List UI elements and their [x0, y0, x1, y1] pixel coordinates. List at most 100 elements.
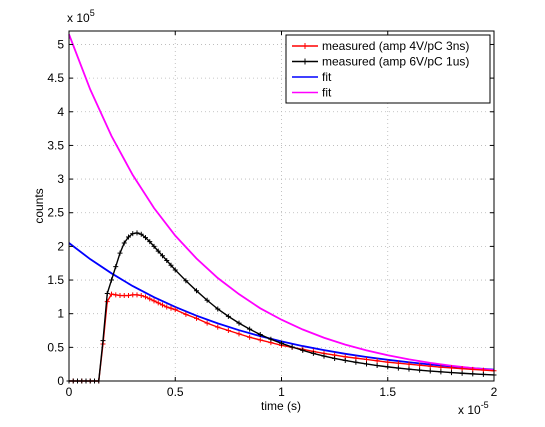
data-point: [310, 350, 316, 356]
data-point: [406, 366, 412, 372]
legend-marker: [302, 43, 308, 49]
data-point: [183, 311, 189, 317]
data-point: [117, 293, 123, 299]
ticks: [68, 31, 495, 382]
data-point: [247, 334, 253, 340]
data-point: [160, 302, 165, 308]
x-axis-label: time (s): [261, 399, 301, 413]
data-point: [353, 355, 359, 361]
x-exponent-label: x 10-5: [458, 400, 489, 417]
data-point: [342, 357, 348, 363]
data-point: [113, 264, 119, 270]
data-point: [155, 248, 161, 254]
legend-box: [285, 34, 491, 104]
data-point: [395, 360, 401, 366]
data-point: [225, 313, 231, 319]
data-point: [470, 366, 476, 372]
series-3: [68, 34, 495, 372]
data-point: [300, 347, 306, 353]
y-tick-label: 0.5: [47, 340, 64, 354]
data-point: [364, 361, 369, 367]
data-point: [138, 293, 144, 299]
data-point: [130, 292, 136, 298]
data-point: [470, 371, 476, 377]
data-point: [225, 328, 231, 334]
y-tick-label: 2: [57, 239, 64, 253]
x-exponent-power: -5: [481, 400, 489, 410]
legend-label: measured (amp 4V/pC 3ns): [322, 39, 469, 53]
series-line: [68, 34, 495, 372]
data-point: [147, 296, 153, 302]
data-point: [374, 358, 380, 364]
legend-item: measured (amp 4V/pC 3ns): [292, 39, 469, 53]
data-point: [204, 297, 210, 303]
data-point: [126, 293, 131, 299]
data-point: [364, 356, 369, 362]
y-tick-label: 1: [57, 307, 64, 321]
data-point: [385, 364, 391, 370]
data-point: [155, 300, 161, 306]
data-point: [121, 240, 127, 246]
data-point: [332, 355, 338, 361]
data-point: [459, 370, 465, 376]
data-point: [236, 320, 242, 326]
data-point: [268, 336, 274, 342]
data-point: [151, 298, 157, 304]
data-point: [134, 230, 140, 236]
data-point: [109, 277, 114, 283]
data-point: [160, 253, 165, 259]
x-tick-label: 0.5: [167, 385, 184, 399]
data-point: [257, 332, 263, 338]
legend-label: fit: [322, 86, 332, 100]
legend-item: measured (amp 6V/pC 1us): [292, 55, 469, 69]
y-exponent-power: 5: [90, 8, 95, 18]
data-point: [194, 288, 199, 294]
data-point: [126, 234, 131, 240]
data-point: [100, 338, 106, 344]
data-point: [385, 359, 391, 365]
data-point: [215, 306, 221, 312]
data-point: [417, 362, 423, 368]
legend-marker: [302, 58, 308, 65]
data-point: [353, 359, 359, 365]
data-point: [321, 353, 327, 359]
legend-label: measured (amp 6V/pC 1us): [322, 55, 469, 69]
tick-labels: 0 0.5 1 1.5 2 0 0.5 1 1.5 2 2.5 3 3.5 4 4.5 5: [47, 37, 497, 399]
legend: measured (amp 4V/pC 3ns) measured (amp 6V…: [285, 34, 491, 104]
data-point: [480, 367, 486, 373]
legend-item: fit: [292, 86, 332, 100]
data-point: [113, 292, 119, 298]
y-exponent-base: x 10: [67, 11, 90, 25]
data-point: [130, 231, 136, 237]
data-point: [143, 235, 148, 241]
y-tick-label: 5: [57, 37, 64, 51]
data-point: [168, 305, 174, 311]
data-point: [406, 361, 412, 367]
y-tick-label: 0: [57, 374, 64, 388]
data-point: [257, 337, 263, 343]
y-exponent-label: x 105: [67, 8, 95, 25]
data-point: [449, 365, 454, 371]
data-point: [147, 239, 153, 245]
data-point: [138, 231, 144, 237]
data-point: [134, 292, 140, 298]
y-tick-label: 3: [57, 172, 64, 186]
data-point: [215, 324, 221, 330]
legend-label: fit: [322, 70, 332, 84]
data-point: [151, 243, 157, 249]
data-point: [172, 267, 178, 273]
data-point: [172, 307, 178, 313]
y-tick-label: 4.5: [47, 71, 64, 85]
x-tick-label: 1: [278, 385, 285, 399]
data-point: [168, 262, 174, 268]
data-point: [194, 315, 199, 321]
legend-item: fit: [292, 70, 332, 84]
data-point: [236, 331, 242, 337]
data-point: [117, 250, 123, 256]
data-point: [204, 320, 210, 326]
y-axis-label: counts: [32, 188, 46, 223]
data-point: [183, 278, 189, 284]
data-point: [104, 291, 110, 296]
data-point: [480, 371, 486, 377]
